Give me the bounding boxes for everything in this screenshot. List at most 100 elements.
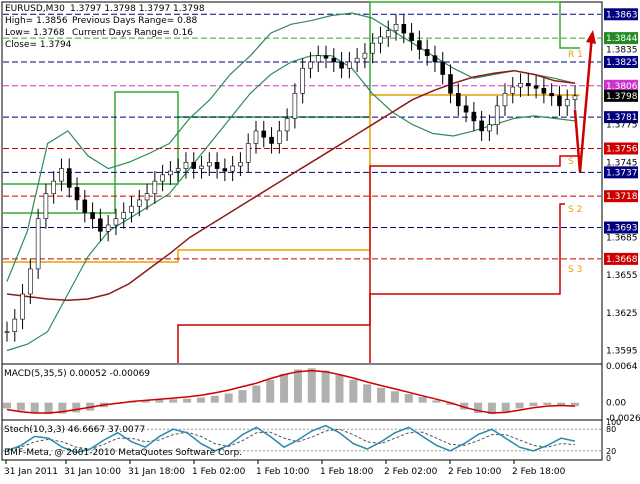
- macd-bar: [349, 379, 358, 403]
- price-tag: [604, 252, 638, 265]
- candle-body: [222, 168, 228, 172]
- macd-signal-line: [6, 369, 576, 414]
- candle-body: [98, 218, 103, 232]
- pivot-step-1: [3, 117, 179, 185]
- macd-bar: [487, 402, 496, 415]
- candle-body: [51, 180, 56, 194]
- macd-bar: [418, 396, 427, 403]
- bollinger-upper: [6, 12, 576, 282]
- candle-body: [331, 57, 337, 63]
- time-label: 31 Jan 2011: [4, 467, 58, 477]
- pivot-label: R 1: [568, 50, 583, 60]
- candle-body: [432, 55, 438, 63]
- price-label: 1.3685: [606, 234, 638, 244]
- time-label: 1 Feb 10:00: [256, 467, 310, 477]
- price-label: 1.3863: [606, 10, 638, 20]
- projection-arrow: [573, 34, 594, 173]
- candle-body: [362, 52, 368, 59]
- macd-indicator: 0.0064 0.00 -0.00268: [3, 362, 640, 424]
- candle-body: [510, 86, 516, 94]
- macd-bar: [446, 402, 455, 405]
- candle-body: [43, 193, 49, 220]
- candle-body: [129, 205, 134, 213]
- time-label: 1 Feb 02:00: [192, 467, 246, 477]
- candle-body: [160, 174, 165, 182]
- candle-body: [28, 268, 33, 295]
- macd-bar: [169, 399, 178, 403]
- candle-body: [564, 99, 570, 107]
- price-label: 1.3737: [606, 168, 638, 178]
- price-tag: [604, 221, 638, 234]
- candle-body: [152, 180, 158, 194]
- price-tag: [604, 190, 638, 203]
- candle-body: [315, 55, 321, 63]
- macd-bar: [155, 399, 164, 403]
- candle-body: [292, 93, 298, 119]
- macd-bar: [280, 374, 289, 403]
- candle-body: [277, 130, 282, 144]
- candle-body: [191, 162, 197, 169]
- time-label: 1 Feb 18:00: [320, 467, 374, 477]
- candle-body: [238, 162, 243, 167]
- price-tag: [604, 55, 638, 68]
- candle-body: [284, 118, 290, 132]
- macd-bar: [460, 402, 469, 410]
- macd-bar: [266, 379, 275, 403]
- candle-body: [90, 212, 95, 220]
- time-label: 31 Jan 18:00: [128, 467, 185, 477]
- copyright-footer: BMF-Meta, @ 2001-2010 MetaQuotes Softwar…: [4, 448, 242, 458]
- candle-body: [253, 130, 259, 144]
- pivot-label: S 3: [568, 265, 582, 275]
- candle-body: [557, 95, 562, 107]
- stoch-axis-label: 80: [606, 425, 616, 434]
- candle-body: [74, 187, 80, 201]
- level-lines: [3, 13, 601, 260]
- candle-body: [113, 218, 119, 226]
- price-label: 1.3625: [606, 309, 638, 319]
- candle-body: [175, 168, 181, 172]
- macd-bar: [30, 402, 39, 413]
- macd-bar: [307, 368, 316, 403]
- candle-body: [323, 55, 329, 59]
- candle-body: [455, 93, 461, 107]
- stoch-axis-label: 20: [606, 447, 616, 456]
- candle-body: [487, 124, 492, 132]
- moving-average: [6, 69, 576, 302]
- price-label: 1.3718: [606, 192, 638, 202]
- candle-body: [20, 293, 25, 320]
- pivot-step-2: [3, 94, 580, 263]
- macd-bar: [44, 402, 53, 415]
- prev-range-label: Previous Days Range= 0.88: [72, 16, 197, 26]
- candle-body: [533, 85, 539, 89]
- candle-body: [214, 162, 220, 169]
- candle-body: [308, 61, 313, 69]
- close-label: Close= 1.3794: [5, 40, 72, 50]
- macd-title: MACD(5,35,5) 0.00052 -0.00069: [4, 369, 150, 379]
- macd-bar: [196, 397, 205, 403]
- macd-bar: [377, 387, 386, 403]
- macd-bar: [16, 402, 25, 411]
- pivot-label: S 2: [568, 205, 582, 215]
- candle-body: [424, 49, 430, 56]
- price-label: 1.3798: [606, 92, 638, 102]
- candle-body: [183, 162, 189, 169]
- macd-bar: [529, 402, 538, 407]
- price-tag: [604, 8, 638, 21]
- stoch-main-line: [6, 424, 576, 454]
- macd-bar: [432, 400, 441, 403]
- price-tag: [604, 32, 638, 45]
- candle-body: [12, 318, 18, 332]
- price-label: 1.3835: [606, 45, 638, 55]
- price-label: 1.3844: [606, 34, 638, 44]
- price-tag: [604, 89, 638, 102]
- price-series: [4, 12, 596, 352]
- macd-bar: [321, 370, 330, 403]
- candle-body: [66, 168, 72, 188]
- candle-body: [207, 162, 212, 167]
- time-label: 2 Feb 18:00: [512, 467, 566, 477]
- candle-body: [168, 170, 173, 176]
- candle-body: [494, 105, 500, 125]
